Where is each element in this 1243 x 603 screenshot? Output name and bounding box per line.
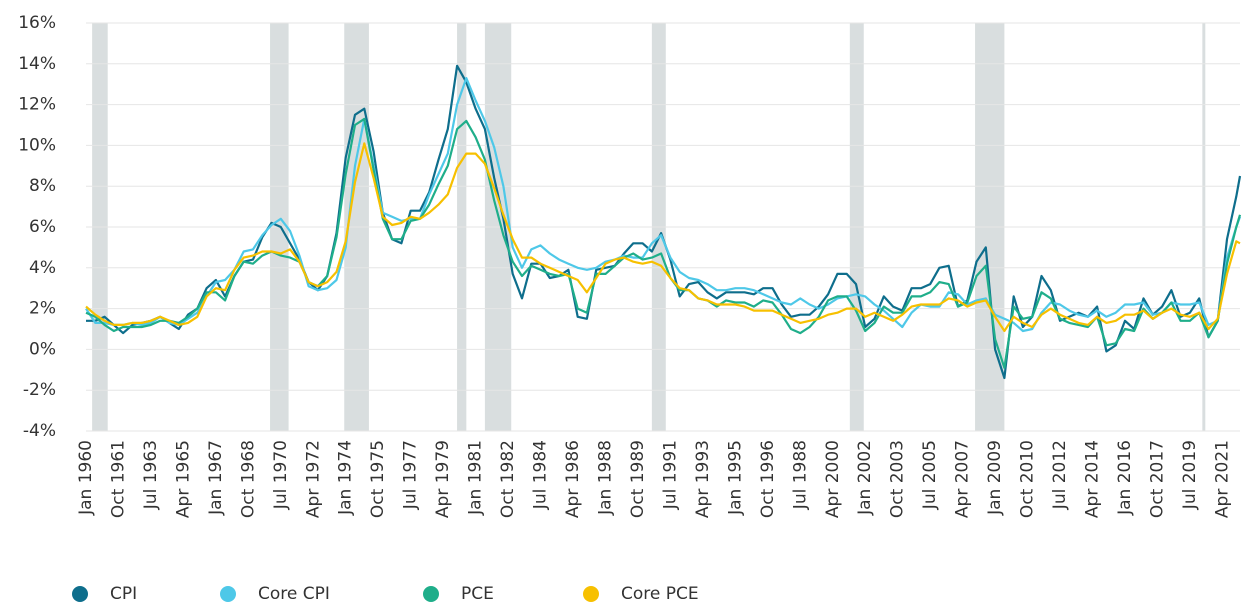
x-tick-label: Jan 2002: [855, 440, 875, 516]
x-tick-label: Apr 2014: [1083, 440, 1103, 518]
x-tick-label: Apr 1972: [303, 440, 323, 518]
legend-marker: [220, 586, 236, 602]
x-tick-label: Oct 1996: [758, 440, 778, 518]
y-tick-label: 6%: [29, 217, 56, 237]
x-tick-label: Jul 2019: [1180, 440, 1200, 510]
x-tick-label: Jan 1974: [336, 440, 356, 516]
x-tick-label: Jul 1988: [790, 440, 810, 510]
x-tick-label: Jul 1970: [271, 440, 291, 510]
legend-label: CPI: [110, 584, 137, 603]
x-tick-label: Jul 1977: [401, 440, 421, 510]
x-tick-label: Jul 1991: [660, 440, 680, 510]
x-tick-label: Oct 1982: [498, 440, 518, 518]
legend-marker: [423, 586, 439, 602]
x-tick-label: Oct 2017: [1147, 440, 1167, 518]
y-tick-label: 12%: [18, 95, 56, 115]
x-tick-label: Apr 2021: [1212, 440, 1232, 518]
x-tick-label: Jan 1995: [725, 440, 745, 516]
x-tick-label: Jan 2009: [985, 440, 1005, 516]
x-tick-label: Oct 1975: [368, 440, 388, 518]
x-tick-label: Jan 1960: [76, 440, 96, 516]
y-tick-label: 8%: [29, 176, 56, 196]
legend-marker: [583, 586, 599, 602]
legend-label: Core PCE: [621, 584, 699, 603]
x-tick-label: Jul 1963: [141, 440, 161, 510]
x-tick-label: Jan 2016: [1115, 440, 1135, 516]
x-tick-label: Apr 1986: [563, 440, 583, 518]
x-tick-label: Apr 1965: [173, 440, 193, 518]
y-tick-label: 2%: [29, 299, 56, 319]
x-tick-label: Jan 1967: [206, 440, 226, 516]
y-tick-label: 10%: [18, 135, 56, 155]
x-tick-label: Oct 2010: [1018, 440, 1038, 518]
x-tick-label: Jul 2005: [920, 440, 940, 510]
y-tick-label: 14%: [18, 54, 56, 74]
y-tick-label: 4%: [29, 258, 56, 278]
y-tick-label: -2%: [23, 380, 56, 400]
x-tick-label: Oct 2003: [888, 440, 908, 518]
x-tick-label: Apr 1993: [693, 440, 713, 518]
x-tick-label: Apr 2000: [823, 440, 843, 518]
legend-label: Core CPI: [258, 584, 330, 603]
x-tick-label: Apr 1979: [433, 440, 453, 518]
x-tick-label: Apr 2007: [953, 440, 973, 518]
x-tick-label: Oct 1989: [628, 440, 648, 518]
series-line: [85, 117, 1242, 369]
x-tick-label: Oct 1968: [238, 440, 258, 518]
y-tick-label: -4%: [23, 421, 56, 441]
x-tick-label: Jan 1988: [595, 440, 615, 516]
x-tick-label: Jan 1981: [466, 440, 486, 516]
x-tick-label: Jul 2012: [1050, 440, 1070, 510]
y-tick-label: 0%: [29, 339, 56, 359]
x-tick-label: Jul 1984: [531, 440, 551, 510]
series-line: [85, 142, 1241, 333]
legend-label: PCE: [461, 584, 494, 603]
x-tick-label: Oct 1961: [108, 440, 128, 518]
y-tick-label: 16%: [18, 13, 56, 33]
legend-marker: [72, 586, 88, 602]
